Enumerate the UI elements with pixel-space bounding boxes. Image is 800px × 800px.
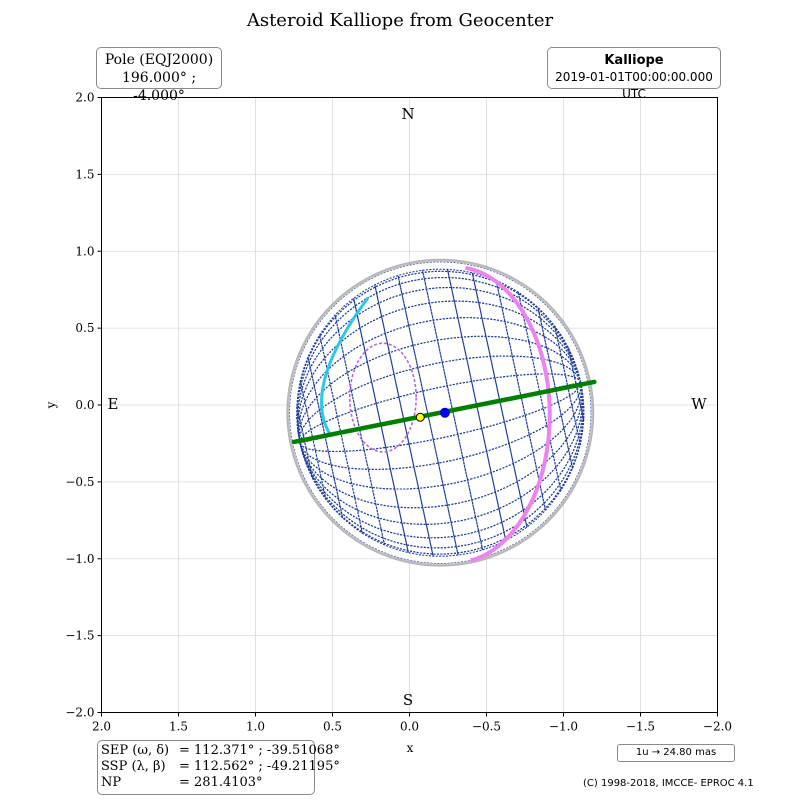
sep-value: = 112.371° ; -39.51068° (179, 743, 340, 758)
meridian-line (299, 382, 583, 509)
ssp-marker (439, 407, 450, 418)
x-tick-label: 0.5 (323, 720, 342, 734)
geometry-info-box: SEP (ω, δ) = 112.371° ; -39.51068° SSP (λ… (97, 740, 340, 795)
ssp-label: SSP (λ, β) (101, 759, 166, 774)
latitude-line (567, 347, 585, 420)
pole-info-box: Pole (EQJ2000) 196.000° ; -4.000° (96, 47, 222, 104)
y-tick-label: 0.5 (75, 321, 94, 335)
limb-arc (320, 297, 370, 438)
meridian-line (299, 382, 582, 490)
sep-marker (415, 412, 425, 422)
compass-east: E (108, 395, 119, 413)
meridian-line (299, 382, 582, 470)
meridian-line (296, 268, 582, 443)
overlay (291, 265, 597, 563)
y-tick-label: −0.5 (65, 475, 94, 489)
compass-north: N (401, 105, 414, 123)
copyright-text: (C) 1998-2018, IMCCE- EPROC 4.1 (583, 778, 754, 789)
meridian-line (299, 355, 582, 443)
x-axis-label: x (407, 741, 414, 755)
meridian-line (298, 317, 582, 443)
meridian-line (296, 276, 582, 443)
y-tick-label: −2.0 (65, 706, 94, 720)
meridian-line (299, 382, 584, 525)
np-row: NP = 281.4103° (101, 775, 314, 791)
x-tick-label: 0.0 (400, 720, 419, 734)
chart-title: Asteroid Kalliope from Geocenter (246, 10, 554, 31)
x-tick-label: −1.0 (549, 720, 578, 734)
target-name: Kalliope (604, 53, 664, 68)
y-tick-label: −1.5 (65, 629, 94, 643)
sep-row: SEP (ω, δ) = 112.371° ; -39.51068° (101, 743, 340, 759)
y-tick-label: 0.0 (75, 398, 94, 412)
pole-label: Pole (EQJ2000) (104, 52, 214, 68)
np-label: NP (101, 775, 122, 790)
ssp-value: = 112.562° ; -49.21195° (179, 759, 340, 774)
scale-box: 1u → 24.80 mas (617, 744, 735, 762)
compass-west: W (691, 395, 707, 413)
latitude-line (554, 325, 581, 445)
np-value: = 281.4103° (179, 775, 263, 790)
meridian-line (299, 373, 582, 443)
x-tick-label: −1.5 (626, 720, 655, 734)
meridian-line (299, 382, 582, 453)
latitude-line (319, 334, 363, 534)
meridian-line (296, 286, 582, 443)
y-tick-label: 2.0 (75, 91, 94, 105)
subsolar-ellipse (348, 342, 417, 453)
meridian-line (299, 382, 584, 539)
x-tick-label: 1.0 (246, 720, 265, 734)
meridian-line (298, 335, 582, 443)
y-tick-label: −1.0 (65, 552, 94, 566)
ssp-row: SSP (λ, β) = 112.562° ; -49.21195° (101, 759, 340, 775)
latitude-line (397, 275, 459, 556)
pole-value: 196.000° ; -4.000° (121, 70, 197, 104)
latitude-line (537, 307, 574, 469)
meridian-line (299, 382, 584, 549)
x-tick-label: 2.0 (92, 720, 111, 734)
meridian-line (297, 300, 582, 443)
y-tick-label: 1.0 (75, 244, 94, 258)
x-tick-label: −0.5 (472, 720, 501, 734)
compass-south: S (403, 691, 413, 709)
target-info-box: Kalliope 2019-01-01T00:00:00.000 UTC (547, 47, 721, 101)
x-tick-label: 1.5 (169, 720, 188, 734)
sep-label: SEP (ω, δ) (101, 743, 170, 758)
y-axis-label: y (44, 401, 58, 409)
x-tick-label: −2.0 (703, 720, 732, 734)
ticks: 2.0 2.0 1.5 1.5 1.0 1.0 0.5 0.5 0.0 0.0 −0.5 −0.5 −1… (65, 91, 732, 734)
terminator-arc (465, 265, 552, 563)
y-tick-label: 1.5 (75, 167, 94, 181)
